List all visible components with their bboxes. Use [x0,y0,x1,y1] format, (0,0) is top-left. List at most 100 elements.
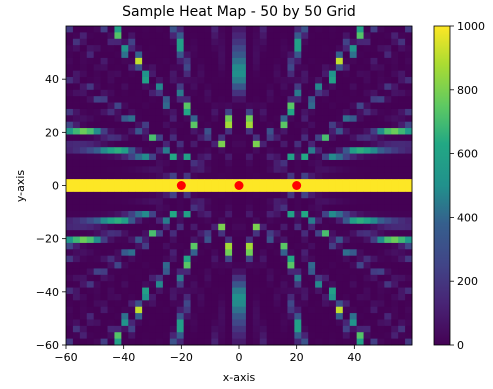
heatmap-cell [252,185,261,193]
heatmap-cell [225,198,233,206]
heatmap-cell [225,26,233,33]
heatmap-cell [86,230,95,237]
heatmap-cell [342,338,351,346]
heatmap-cell [114,211,122,218]
heatmap-cell [384,121,392,129]
heatmap-cell [370,274,378,282]
heatmap-cell [308,159,316,167]
heatmap-cell [232,230,240,237]
heatmap-cell [280,319,288,327]
heatmap-cell [142,338,150,346]
heatmap-cell [301,179,309,186]
heatmap-cell [266,249,274,257]
heatmap-cell [155,242,164,250]
heatmap-cell [72,332,81,340]
heatmap-cell [363,70,371,78]
heatmap-cell [315,102,323,110]
heatmap-cell [322,166,330,174]
heatmap-cell [155,57,164,65]
heatmap-cell [363,319,371,327]
heatmap-cell [66,45,74,52]
heatmap-cell [405,38,413,46]
heatmap-cell [342,319,351,327]
heatmap-cell [86,115,95,123]
heatmap-cell [72,262,81,269]
heatmap-cell [114,102,122,110]
heatmap-cell [294,57,302,65]
heatmap-cell [135,45,143,52]
heatmap-cell [86,274,95,282]
heatmap-cell [162,147,171,154]
heatmap-cell [149,230,157,237]
heatmap-cell [239,83,247,91]
heatmap-cell [398,115,406,123]
heatmap-cell [218,140,226,148]
heatmap-cell [391,121,399,129]
heatmap-cell [356,255,364,263]
heatmap-cell [356,108,364,116]
heatmap-cell [114,185,122,193]
heatmap-cell [204,293,212,301]
heatmap-cell [335,89,344,97]
heatmap-cell [183,159,191,167]
heatmap-cell [232,102,240,110]
heatmap-cell [259,83,268,91]
heatmap-cell [335,26,344,33]
heatmap-cell [142,89,150,97]
heatmap-cell [93,57,101,65]
heatmap-cell [66,306,74,314]
heatmap-cell [356,102,364,110]
heatmap-cell [204,70,212,78]
heatmap-cell [176,287,185,295]
heatmap-cell [225,217,233,225]
heatmap-cell [266,306,274,314]
heatmap-cell [190,115,198,123]
heatmap-cell [391,293,399,301]
heatmap-cell [128,191,136,199]
heatmap-cell [232,325,240,333]
heatmap-cell [273,306,281,314]
heatmap-cell [218,179,226,186]
heatmap-cell [79,32,88,40]
heatmap-cell [211,300,219,308]
heatmap-cell [114,134,122,142]
heatmap-cell [142,115,150,123]
heatmap-cell [107,242,115,250]
heatmap-cell [155,147,164,154]
heatmap-cell [183,128,191,135]
heatmap-cell [363,268,371,276]
heatmap-cell [287,134,295,142]
heatmap-cell [377,249,385,257]
heatmap-cell [308,108,316,116]
heatmap-cell [384,198,392,206]
heatmap-cell [204,274,212,282]
heatmap-cell [259,115,268,123]
heatmap-cell [72,255,81,263]
heatmap-cell [121,45,129,52]
heatmap-cell [335,38,344,46]
heatmap-cell [308,217,316,225]
heatmap-cell [328,179,337,186]
heatmap-cell [322,70,330,78]
heatmap-cell [308,306,316,314]
heatmap-cell [197,287,205,295]
heatmap-cell [245,57,254,65]
heatmap-cell [121,281,129,288]
heatmap-cell [266,26,274,33]
heatmap-cell [232,153,240,161]
heatmap-cell [294,332,302,340]
heatmap-cell [370,51,378,59]
heatmap-cell [398,306,406,314]
heatmap-cell [121,26,129,33]
heatmap-cell [363,96,371,103]
heatmap-cell [315,274,323,282]
heatmap-cell [204,166,212,174]
heatmap-cell [308,274,316,282]
heatmap-cell [342,198,351,206]
heatmap-cell [135,255,143,263]
heatmap-cell [232,26,240,33]
heatmap-cell [239,211,247,218]
heatmap-cell [335,287,344,295]
heatmap-cell [391,211,399,218]
heatmap-cell [398,38,406,46]
